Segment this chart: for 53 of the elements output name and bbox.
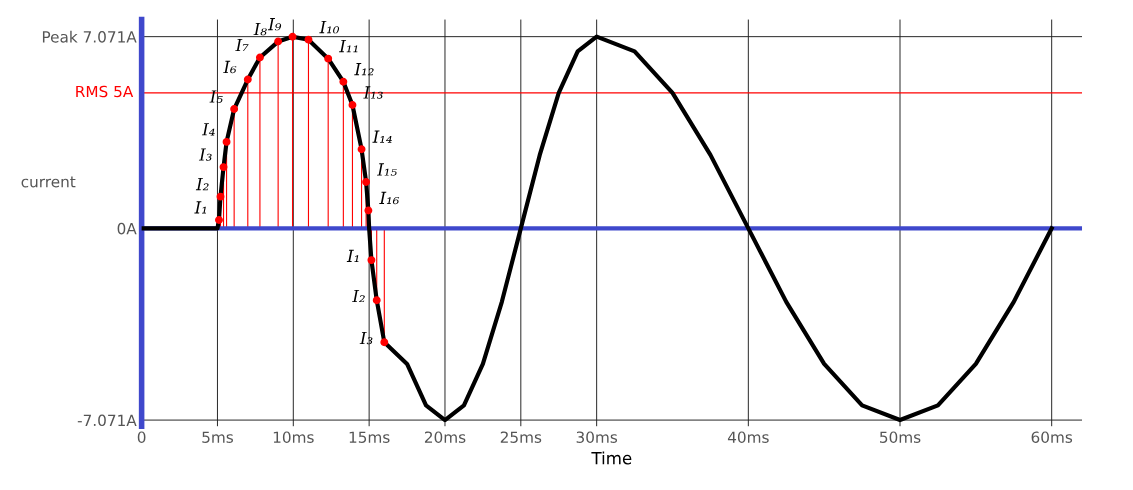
- x-axis-title: Time: [591, 451, 632, 465]
- data-label: I₁₀: [319, 21, 340, 34]
- ref-line-label: RMS 5A: [76, 85, 134, 98]
- point: [324, 54, 333, 63]
- point: [222, 137, 231, 146]
- data-label: I₆: [223, 60, 237, 74]
- point: [230, 105, 239, 114]
- x-tick-label: 0: [137, 431, 146, 443]
- data-label: I₄: [201, 123, 215, 136]
- data-label: I₁₅: [376, 163, 397, 176]
- x-tick-label: 30ms: [576, 431, 618, 443]
- y-tick-label: -7.071A: [77, 414, 137, 427]
- y-tick-label: Peak 7.071A: [42, 30, 137, 43]
- data-label: I₉: [267, 18, 282, 31]
- data-label: I₈: [253, 22, 267, 36]
- point: [380, 338, 389, 347]
- point: [255, 53, 264, 62]
- line-series: [141, 34, 1054, 423]
- point: [364, 206, 373, 215]
- data-label: I₁₁: [339, 39, 358, 53]
- x-tick-label: 5ms: [202, 431, 233, 443]
- x-tick-label: 20ms: [424, 431, 466, 443]
- point: [304, 35, 313, 44]
- data-label: I₁: [194, 201, 207, 214]
- point: [339, 77, 348, 86]
- point: [219, 163, 228, 172]
- data-label: I₂: [195, 177, 209, 191]
- point: [372, 296, 381, 305]
- point: [348, 101, 357, 109]
- point: [362, 178, 371, 186]
- data-label: I₇: [235, 38, 249, 52]
- data-label: I₃: [198, 148, 212, 161]
- point: [215, 216, 223, 224]
- data-label: I₁₄: [372, 130, 392, 143]
- point: [274, 37, 283, 46]
- point: [288, 32, 297, 41]
- data-label: I₁₆: [379, 191, 400, 205]
- point: [243, 75, 252, 84]
- x-tick-label: 50ms: [880, 431, 921, 443]
- y-axis-title: current: [21, 176, 76, 188]
- x-tick-label: 60ms: [1031, 431, 1073, 443]
- point: [367, 256, 376, 265]
- y-tick-label: 0A: [117, 222, 137, 235]
- data-label: I₃: [359, 331, 373, 345]
- data-label: I₂: [352, 289, 365, 303]
- point: [216, 192, 225, 201]
- point: [357, 145, 366, 154]
- data-label: I₁₂: [354, 63, 374, 76]
- x-tick-label: 15ms: [349, 431, 390, 443]
- data-label: I₁: [346, 249, 359, 262]
- x-tick-label: 40ms: [727, 431, 769, 443]
- x-tick-label: 10ms: [273, 431, 314, 443]
- x-tick-label: 25ms: [500, 431, 542, 443]
